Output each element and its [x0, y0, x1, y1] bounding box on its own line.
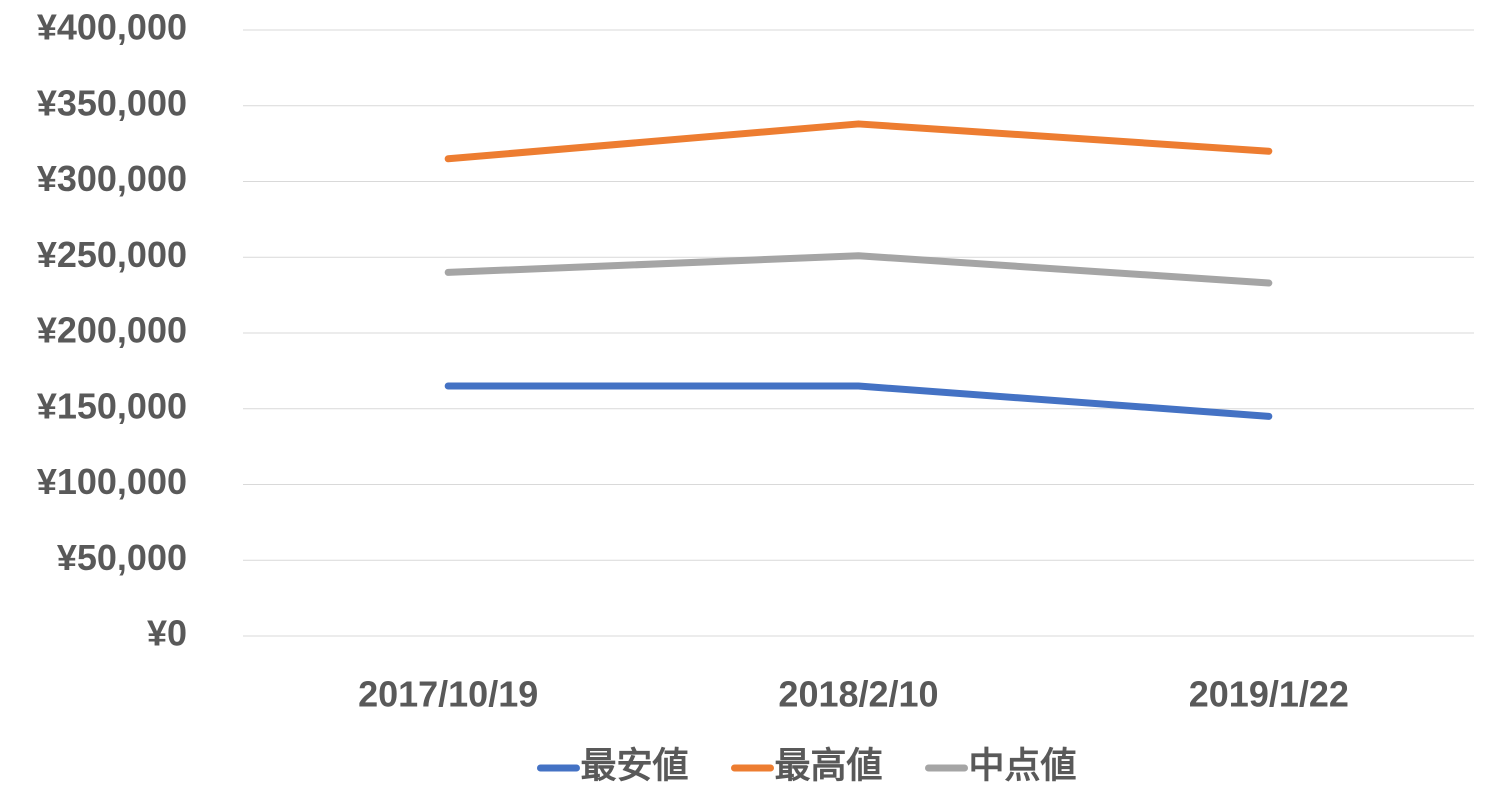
legend-label: 中点値 [969, 745, 1077, 786]
y-tick-label: ¥50,000 [57, 537, 187, 578]
y-tick-label: ¥300,000 [37, 158, 187, 199]
x-tick-label: 2018/2/10 [778, 674, 938, 715]
series-line [444, 120, 1273, 163]
y-tick-label: ¥200,000 [37, 310, 187, 351]
legend-label: 最高値 [774, 745, 882, 786]
series-line [444, 382, 1273, 420]
series-line [444, 252, 1273, 287]
legend-label: 最安値 [580, 745, 688, 786]
y-tick-label: ¥250,000 [37, 234, 187, 275]
legend: 最安値 最高値 中点値 [536, 745, 1077, 786]
y-tick-label: ¥100,000 [37, 461, 187, 502]
y-tick-label: ¥350,000 [37, 82, 187, 123]
y-tick-label: ¥0 [147, 613, 187, 654]
x-tick-label: 2019/1/22 [1189, 674, 1349, 715]
x-tick-label: 2017/10/19 [358, 674, 538, 715]
y-tick-label: ¥150,000 [37, 385, 187, 426]
y-tick-label: ¥400,000 [37, 7, 187, 48]
